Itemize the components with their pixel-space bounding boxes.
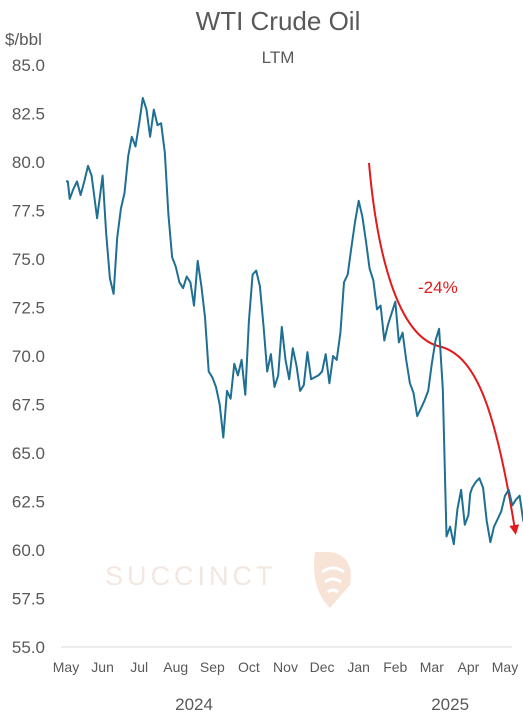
x-tick-label: Jan [347,659,370,675]
x-tick-label: May [53,659,79,675]
x-tick-label: Dec [310,659,335,675]
chart-subtitle: LTM [262,48,295,67]
x-tick-label: Aug [163,659,188,675]
y-axis-unit: $/bbl [5,30,42,49]
x-tick-label: Oct [238,659,260,675]
x-tick-label: Mar [420,659,444,675]
x-tick-label: Jun [91,659,114,675]
x-tick-label: Feb [383,659,407,675]
y-tick-label: 80.0 [12,153,45,172]
decline-arrow [368,162,520,535]
y-tick-label: 60.0 [12,541,45,560]
y-tick-label: 75.0 [12,250,45,269]
x-tick-label: May [492,659,518,675]
y-tick-label: 85.0 [12,56,45,75]
watermark: SUCCINCT [105,552,351,608]
y-tick-label: 82.5 [12,105,45,124]
x-tick-label: Sep [200,659,225,675]
y-tick-label: 55.0 [12,638,45,657]
x-tick-label: Apr [458,659,480,675]
series-line-wti [66,97,523,546]
y-tick-label: 65.0 [12,444,45,463]
y-tick-label: 67.5 [12,396,45,415]
y-tick-label: 72.5 [12,299,45,318]
x-tick-label: Nov [273,659,298,675]
x-year-label: 2025 [431,695,469,714]
decline-label: -24% [418,278,458,297]
chart-title: WTI Crude Oil [196,6,361,36]
watermark-text: SUCCINCT [105,561,277,591]
x-tick-label: Jul [130,659,148,675]
y-tick-label: 62.5 [12,493,45,512]
x-year-label: 2024 [175,695,213,714]
y-tick-label: 77.5 [12,202,45,221]
y-tick-label: 57.5 [12,590,45,609]
radar-fan-icon [314,552,351,608]
y-tick-label: 70.0 [12,347,45,366]
